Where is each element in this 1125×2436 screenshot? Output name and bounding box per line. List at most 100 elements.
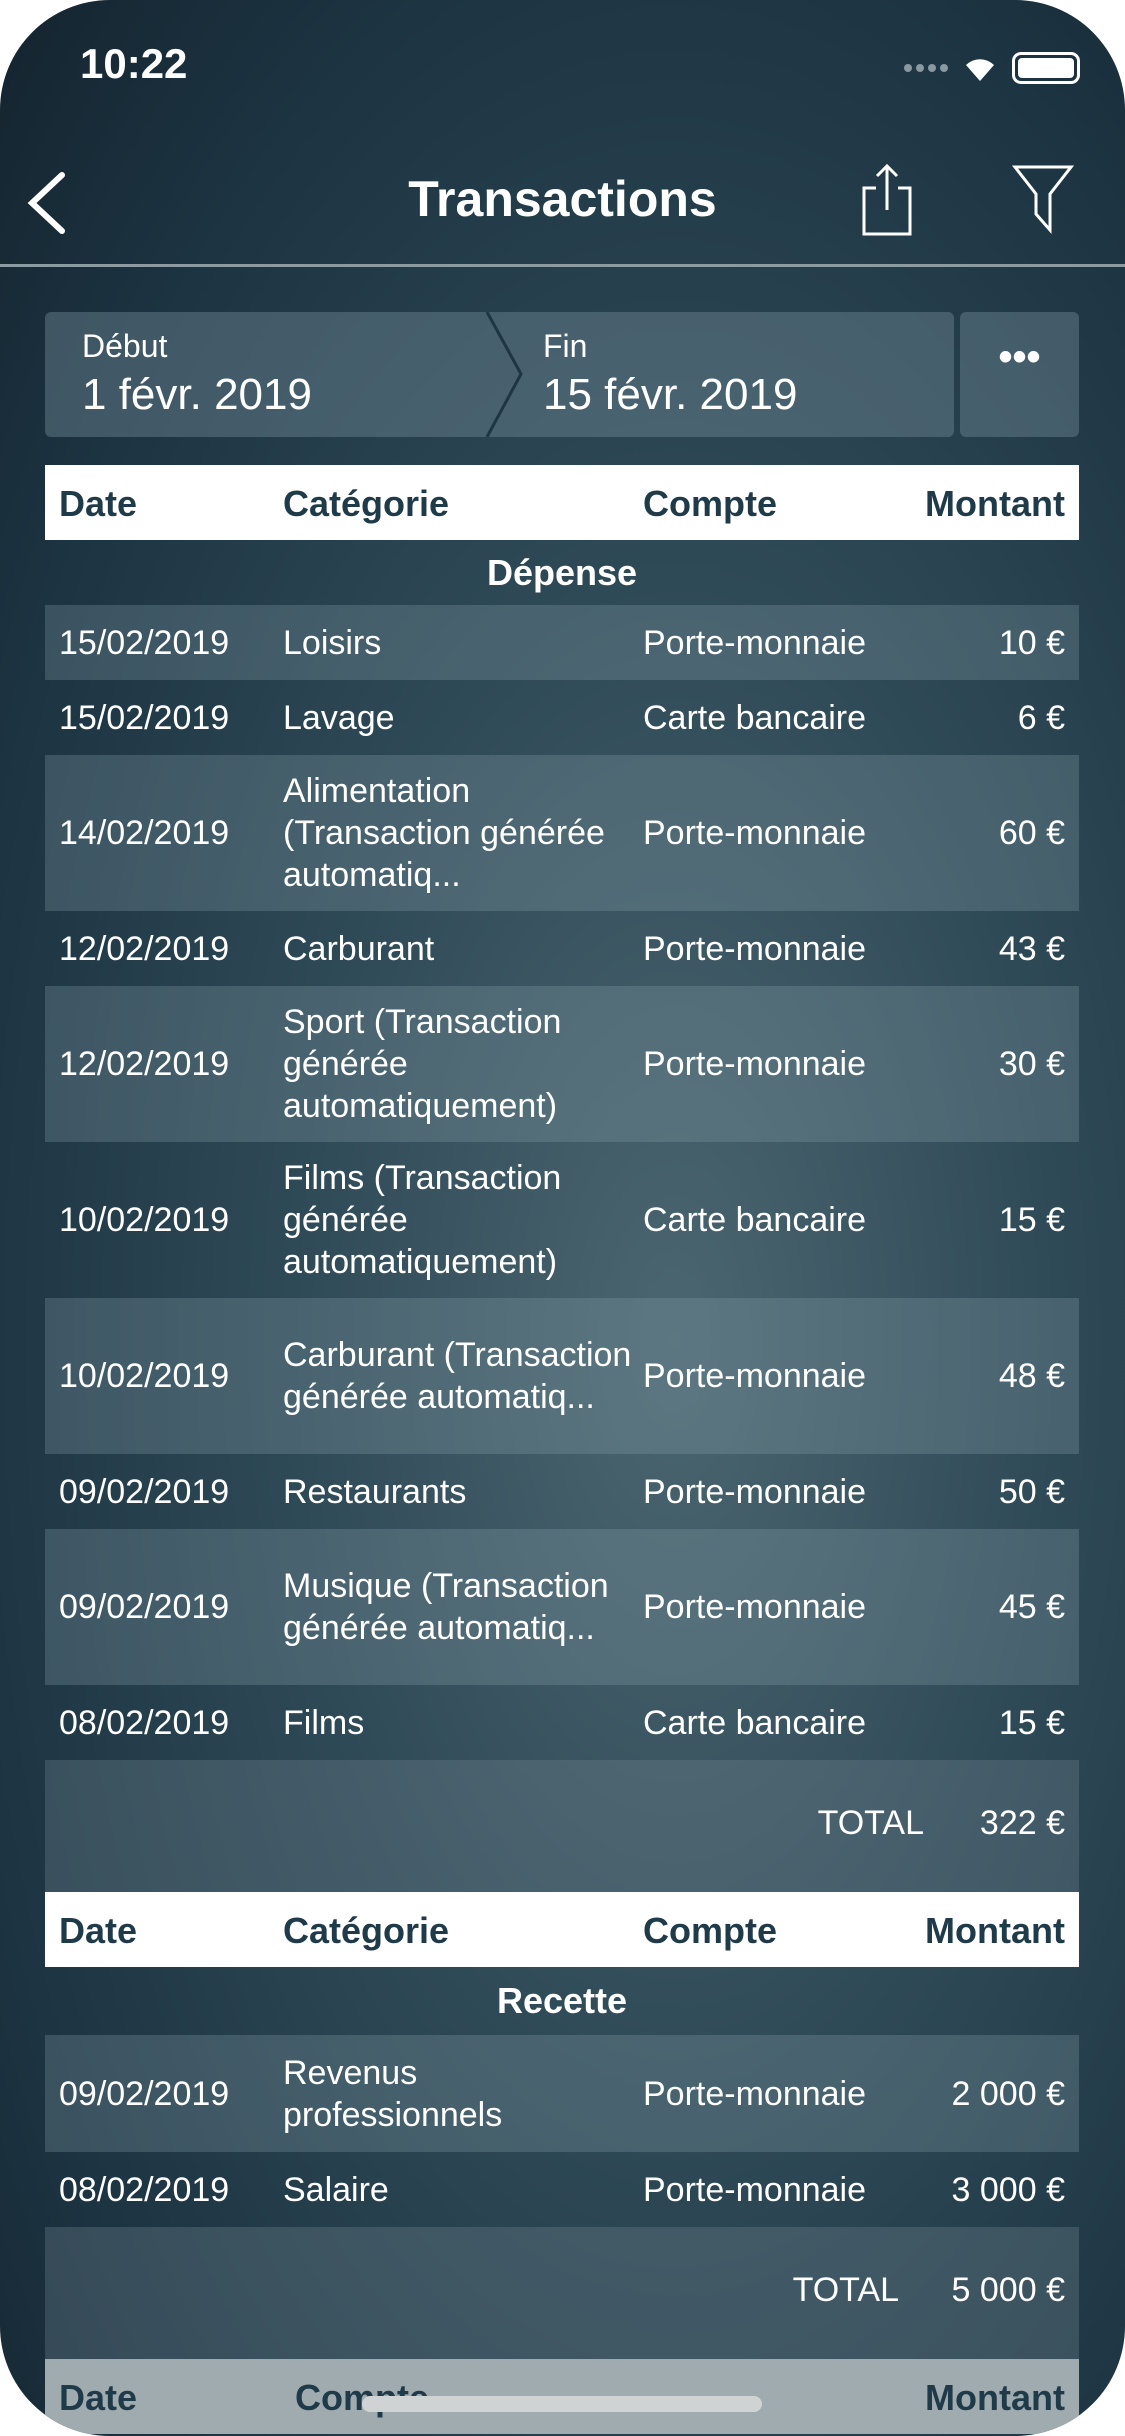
chevron-separator-icon (485, 312, 523, 437)
start-label: Début (82, 328, 168, 364)
category-cell: Revenus professionnels (283, 2053, 503, 2134)
date-cell: 10/02/2019 (59, 1201, 230, 1239)
table-row[interactable]: 09/02/2019 Musique (Transaction générée a… (45, 1529, 1079, 1685)
account-cell: Porte-monnaie (643, 929, 867, 968)
table-row[interactable]: 08/02/2019 Salaire Porte-monnaie 3 000 € (45, 2152, 1079, 2227)
category-cell: Lavage (283, 698, 395, 737)
expenses-total-row: TOTAL 322 € (45, 1760, 1079, 1892)
header-account[interactable]: Compte (643, 483, 777, 524)
table-row[interactable]: 15/02/2019 Loisirs Porte-monnaie 10 € (45, 605, 1079, 680)
category-cell: Films (Transaction générée automatiqueme… (283, 1159, 562, 1281)
account-cell: Porte-monnaie (643, 1588, 867, 1626)
total-value: 322 € (979, 1804, 1065, 1842)
header-category[interactable]: Catégorie (283, 1910, 450, 1951)
table-row[interactable]: 12/02/2019 Carburant Porte-monnaie 43 € (45, 911, 1079, 986)
account-cell: Porte-monnaie (643, 623, 867, 662)
account-cell: Porte-monnaie (643, 2074, 867, 2113)
total-label: TOTAL (817, 1804, 924, 1842)
date-cell: 08/02/2019 (59, 2170, 230, 2209)
end-date-button[interactable]: Fin 15 févr. 2019 (505, 312, 954, 437)
back-button[interactable] (22, 165, 72, 235)
page-title: Transactions (408, 171, 717, 227)
category-cell: Sport (Transaction générée automatiqueme… (283, 1003, 562, 1125)
transactions-table: Date Catégorie Compte Montant Dépense 15… (45, 465, 1079, 2434)
header-amount[interactable]: Montant (925, 2377, 1065, 2418)
amount-cell: 45 € (998, 1588, 1065, 1626)
date-range-picker: Début 1 févr. 2019 Fin 15 févr. 2019 (45, 312, 954, 437)
table-header: Date Catégorie Compte Montant (45, 1892, 1079, 1967)
filter-button[interactable] (1012, 164, 1074, 234)
category-cell: Musique (Transaction générée automatiq..… (283, 1567, 609, 1647)
table-header: Date Compte Montant (45, 2359, 1079, 2434)
header-account[interactable]: Compte (643, 1910, 777, 1951)
category-cell: Films (283, 1703, 365, 1742)
date-cell: 09/02/2019 (59, 2074, 230, 2113)
amount-cell: 15 € (998, 1703, 1065, 1742)
start-date-button[interactable]: Début 1 févr. 2019 (45, 312, 495, 437)
category-cell: Salaire (283, 2170, 389, 2209)
header-amount[interactable]: Montant (925, 1910, 1065, 1951)
table-row[interactable]: 10/02/2019 Films (Transaction générée aut… (45, 1142, 1079, 1298)
account-cell: Porte-monnaie (643, 1045, 867, 1083)
date-cell: 08/02/2019 (59, 1703, 230, 1742)
amount-cell: 2 000 € (951, 2074, 1065, 2113)
category-cell: Carburant (Transaction générée automatiq… (283, 1336, 632, 1416)
amount-cell: 48 € (998, 1357, 1065, 1395)
date-cell: 09/02/2019 (59, 1472, 230, 1511)
end-label: Fin (543, 328, 588, 364)
table-row[interactable]: 12/02/2019 Sport (Transaction générée aut… (45, 986, 1079, 1142)
section-expenses-title: Dépense (486, 552, 638, 593)
table-row[interactable]: 14/02/2019 Alimentation (Transaction géné… (45, 755, 1079, 911)
table-row[interactable]: 15/02/2019 Lavage Carte bancaire 6 € (45, 680, 1079, 755)
table-row[interactable]: 10/02/2019 Carburant (Transaction générée… (45, 1298, 1079, 1454)
header-date[interactable]: Date (59, 2377, 138, 2418)
date-cell: 09/02/2019 (59, 1588, 230, 1626)
amount-cell: 50 € (998, 1472, 1065, 1511)
table-row[interactable]: 08/02/2019 Films Carte bancaire 15 € (45, 1685, 1079, 1760)
category-cell: Restaurants (283, 1472, 467, 1511)
section-income-title: Recette (496, 1980, 628, 2021)
battery-icon (1012, 52, 1080, 84)
date-cell: 10/02/2019 (59, 1357, 230, 1395)
date-cell: 15/02/2019 (59, 698, 230, 737)
header-date[interactable]: Date (59, 1910, 138, 1951)
nav-bar: Transactions (0, 150, 1125, 250)
date-cell: 12/02/2019 (59, 1045, 230, 1083)
status-icons (900, 52, 1080, 84)
amount-cell: 15 € (998, 1201, 1065, 1239)
amount-cell: 43 € (998, 929, 1065, 968)
total-value: 5 000 € (951, 2271, 1065, 2309)
home-indicator[interactable] (362, 2396, 762, 2412)
nav-divider (0, 264, 1125, 267)
share-button[interactable] (860, 162, 914, 236)
signal-icon (900, 59, 948, 77)
category-cell: Loisirs (283, 623, 382, 662)
amount-cell: 10 € (998, 623, 1065, 662)
account-cell: Carte bancaire (643, 698, 867, 737)
account-cell: Porte-monnaie (643, 2170, 867, 2209)
more-button[interactable]: ••• (960, 312, 1079, 437)
account-cell: Carte bancaire (643, 1201, 867, 1239)
account-cell: Porte-monnaie (643, 1472, 867, 1511)
account-cell: Carte bancaire (643, 1703, 867, 1742)
category-cell: Carburant (283, 929, 435, 968)
end-value: 15 févr. 2019 (543, 370, 798, 419)
status-time: 10:22 (80, 40, 188, 87)
total-label: TOTAL (792, 2271, 899, 2309)
header-date[interactable]: Date (59, 483, 138, 524)
wifi-icon (966, 59, 994, 81)
date-cell: 15/02/2019 (59, 623, 230, 662)
table-row[interactable]: 09/02/2019 Restaurants Porte-monnaie 50 € (45, 1454, 1079, 1529)
header-amount[interactable]: Montant (925, 483, 1065, 524)
table-header: Date Catégorie Compte Montant (45, 465, 1079, 540)
table-row[interactable]: 09/02/2019 Revenus professionnels Porte-mo… (45, 2035, 1079, 2152)
income-total-row: TOTAL 5 000 € (45, 2227, 1079, 2359)
amount-cell: 60 € (998, 814, 1065, 852)
date-cell: 12/02/2019 (59, 929, 230, 968)
amount-cell: 30 € (998, 1045, 1065, 1083)
header-category[interactable]: Catégorie (283, 483, 450, 524)
amount-cell: 6 € (1017, 698, 1065, 737)
date-cell: 14/02/2019 (59, 814, 230, 852)
category-cell: Alimentation (Transaction générée automa… (283, 772, 605, 894)
